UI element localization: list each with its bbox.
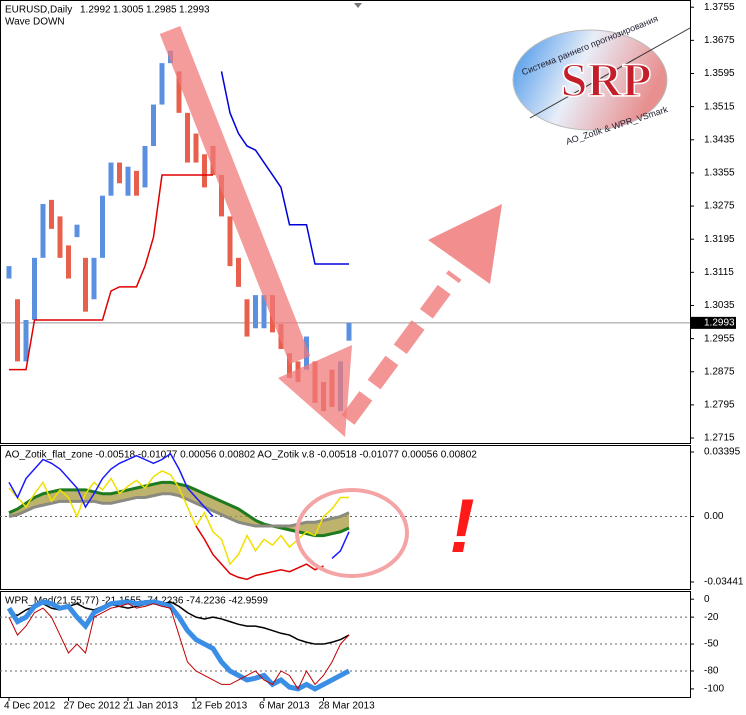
candle-body bbox=[91, 257, 97, 300]
y-tick-label: 0.00 bbox=[704, 511, 724, 522]
series-line bbox=[8, 480, 350, 538]
candle-body bbox=[6, 266, 12, 279]
highlight-ellipse bbox=[295, 488, 409, 578]
candle-body bbox=[100, 195, 105, 258]
ohlc-value: 1.2985 bbox=[146, 5, 177, 16]
candle-body bbox=[142, 145, 148, 188]
panel-title: EURUSD,Daily bbox=[5, 5, 72, 16]
candle-body bbox=[185, 112, 190, 163]
shift-marker bbox=[354, 3, 362, 8]
candle-body bbox=[134, 170, 139, 196]
candle-body bbox=[125, 166, 131, 196]
candle-body bbox=[346, 322, 352, 341]
candle-body bbox=[32, 257, 37, 320]
y-tick-label: 1.2955 bbox=[704, 333, 735, 344]
y-tick-label: -20 bbox=[704, 612, 719, 623]
panel-title: AO_Zotik_flat_zone -0.00518 -0.01077 0.0… bbox=[5, 450, 477, 461]
candle-body bbox=[40, 203, 46, 258]
series-line bbox=[8, 452, 350, 559]
candle-body bbox=[151, 104, 156, 146]
down-arrow-head bbox=[278, 345, 352, 437]
y-tick-label: 1.3355 bbox=[704, 168, 735, 179]
y-tick-label: 1.3595 bbox=[704, 68, 735, 79]
candle-body bbox=[15, 299, 20, 362]
candle-body bbox=[57, 216, 63, 258]
y-tick-label: 1.3435 bbox=[704, 134, 735, 145]
x-tick-label: 6 Mar 2013 bbox=[259, 701, 310, 712]
ohlc-value: 1.2993 bbox=[179, 5, 210, 16]
y-tick-label: -50 bbox=[704, 639, 719, 650]
band-fill bbox=[9, 482, 349, 536]
y-tick-label: 0.03395 bbox=[704, 447, 741, 458]
series-line bbox=[220, 71, 349, 265]
x-tick-label: 27 Dec 2012 bbox=[64, 701, 121, 712]
series-line bbox=[195, 525, 324, 581]
candle-body bbox=[244, 299, 250, 337]
exclamation: ! bbox=[449, 484, 474, 569]
candle-body bbox=[236, 257, 241, 287]
candle-body bbox=[261, 295, 267, 329]
logo-ellipse bbox=[512, 29, 668, 131]
x-tick-label: 28 Mar 2013 bbox=[319, 701, 376, 712]
y-tick-label: 0 bbox=[704, 594, 710, 605]
y-tick-label: 1.3195 bbox=[704, 234, 735, 245]
candle-body bbox=[253, 295, 258, 329]
y-tick-label: 1.3035 bbox=[704, 300, 735, 311]
candle-body bbox=[108, 162, 114, 196]
y-tick-label: 1.2875 bbox=[704, 366, 735, 377]
candle-body bbox=[287, 353, 292, 378]
series-line bbox=[8, 470, 349, 566]
y-tick-label: 1.3675 bbox=[704, 35, 735, 46]
candle-body bbox=[176, 71, 182, 113]
y-tick-label: 1.3515 bbox=[704, 101, 735, 112]
y-tick-label: 1.3115 bbox=[704, 267, 734, 278]
down-arrow-shaft bbox=[159, 25, 311, 365]
candle-body bbox=[227, 216, 233, 267]
y-tick-label: 1.2795 bbox=[704, 400, 735, 411]
candle-body bbox=[49, 199, 54, 229]
candle-body bbox=[202, 154, 207, 188]
candle-body bbox=[219, 174, 224, 217]
price-frame bbox=[0, 0, 691, 444]
up-arrow-shaft bbox=[341, 270, 462, 425]
y-tick-label: 1.2715 bbox=[704, 433, 735, 444]
series-line bbox=[8, 492, 350, 528]
y-tick-label: -100 bbox=[704, 684, 724, 695]
y-tick-label: -80 bbox=[704, 666, 719, 677]
candle-body bbox=[117, 162, 122, 184]
series-line bbox=[6, 599, 351, 692]
series-line bbox=[8, 603, 350, 690]
ohlc-value: 1.2992 bbox=[80, 5, 111, 16]
candle-body bbox=[74, 224, 80, 238]
candle-body bbox=[193, 133, 199, 163]
ohlc-value: 1.3005 bbox=[113, 5, 144, 16]
ao-frame bbox=[0, 445, 691, 590]
candle-body bbox=[66, 245, 71, 279]
candle-body bbox=[83, 257, 88, 312]
x-tick-label: 21 Jan 2013 bbox=[123, 701, 178, 712]
y-tick-label: -0.03441 bbox=[704, 577, 744, 588]
up-arrow-head bbox=[428, 204, 502, 284]
y-tick-label: 1.3755 bbox=[704, 2, 735, 13]
y-tick-label: 1.3275 bbox=[704, 201, 735, 212]
x-tick-label: 4 Dec 2012 bbox=[4, 701, 56, 712]
series-line bbox=[9, 174, 213, 371]
current-price-label: 1.2993 bbox=[704, 318, 735, 329]
logo-title: SRP bbox=[561, 54, 652, 107]
logo-arrow bbox=[529, 27, 691, 119]
annotation: Wave DOWN bbox=[5, 17, 65, 28]
candle-body bbox=[23, 319, 29, 362]
x-tick-label: 12 Feb 2013 bbox=[191, 701, 248, 712]
candle-body bbox=[159, 63, 165, 105]
current-price-box bbox=[691, 316, 736, 329]
